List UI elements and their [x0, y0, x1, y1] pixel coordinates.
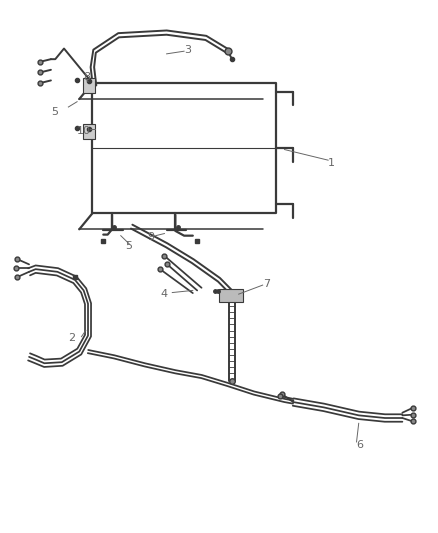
Text: 1: 1	[328, 158, 335, 168]
Text: 5: 5	[125, 241, 132, 251]
Text: 3: 3	[184, 45, 191, 54]
Text: 4: 4	[160, 289, 167, 299]
Bar	[83, 78, 95, 93]
Text: 5: 5	[51, 107, 58, 117]
Text: 6: 6	[357, 440, 364, 450]
Bar	[219, 289, 243, 302]
Bar	[83, 124, 95, 139]
Text: 8: 8	[84, 72, 91, 82]
Text: 9: 9	[147, 232, 154, 243]
Text: 7: 7	[263, 279, 270, 288]
Text: 10: 10	[77, 126, 91, 136]
Text: 2: 2	[68, 333, 75, 343]
